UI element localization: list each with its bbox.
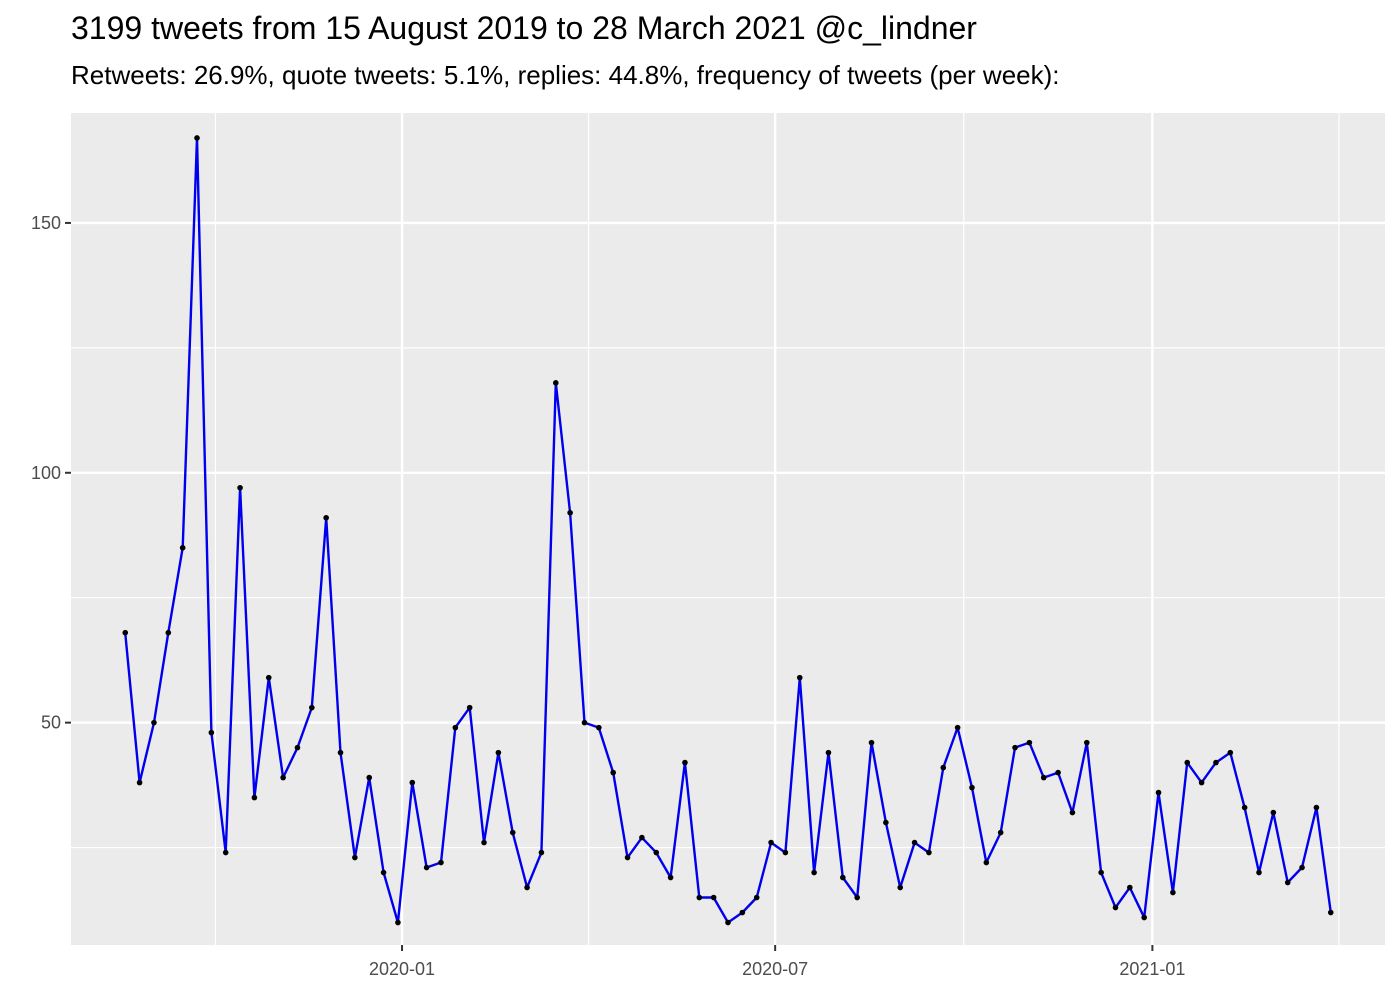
data-point	[136, 779, 143, 786]
data-point	[1112, 904, 1119, 911]
data-point	[323, 514, 329, 521]
data-point	[481, 839, 487, 846]
data-point	[1198, 779, 1205, 786]
data-point	[194, 135, 200, 141]
y-tick-label: 50	[41, 713, 61, 733]
data-point	[682, 759, 688, 766]
data-point	[667, 874, 674, 881]
data-point	[854, 894, 860, 901]
y-tick-label: 150	[31, 213, 61, 233]
data-point	[1270, 809, 1277, 816]
data-point	[280, 774, 286, 781]
data-point	[1256, 869, 1262, 876]
data-point	[294, 744, 301, 751]
data-point	[969, 784, 975, 791]
data-point	[366, 774, 373, 781]
data-point	[696, 894, 703, 901]
data-point	[825, 749, 832, 756]
data-point	[1170, 889, 1176, 896]
data-point	[466, 704, 473, 711]
data-point	[509, 829, 516, 836]
data-point	[524, 884, 530, 891]
data-point	[1026, 739, 1033, 746]
data-point	[1098, 869, 1104, 876]
data-point	[151, 719, 157, 726]
data-point	[165, 629, 172, 636]
data-point	[1241, 804, 1248, 811]
y-tick-label: 100	[31, 463, 61, 483]
data-point	[395, 919, 401, 926]
data-point	[1327, 909, 1334, 916]
data-point	[1083, 739, 1090, 746]
data-point	[1040, 774, 1047, 781]
data-point	[883, 819, 889, 826]
x-tick-label: 2021-01	[1119, 959, 1185, 979]
data-point	[710, 894, 717, 901]
data-point	[1069, 809, 1076, 816]
data-point	[610, 769, 616, 776]
data-point	[251, 794, 258, 801]
data-point	[495, 749, 502, 756]
data-point	[840, 874, 846, 881]
data-point	[438, 859, 444, 866]
data-point	[1155, 789, 1162, 796]
data-point	[811, 869, 817, 876]
plot-panel	[71, 113, 1385, 945]
data-point	[768, 839, 774, 846]
data-point	[237, 484, 243, 491]
data-point	[639, 834, 645, 841]
data-point	[552, 380, 559, 386]
data-point	[352, 854, 358, 861]
data-point	[337, 749, 344, 756]
data-point	[423, 864, 430, 871]
data-point	[897, 884, 904, 891]
data-point	[868, 739, 875, 746]
data-point	[1127, 884, 1133, 891]
data-point	[567, 509, 573, 516]
data-point	[538, 849, 545, 856]
data-point	[581, 719, 588, 726]
data-point	[1012, 744, 1018, 751]
data-point	[409, 779, 416, 786]
data-point	[940, 764, 947, 771]
data-point	[380, 869, 387, 876]
data-point	[452, 724, 459, 731]
x-tick-label: 2020-07	[742, 959, 808, 979]
data-point	[1299, 864, 1305, 871]
data-point	[1227, 749, 1234, 756]
data-point	[208, 729, 215, 736]
data-point	[725, 919, 731, 926]
chart-title: 3199 tweets from 15 August 2019 to 28 Ma…	[71, 10, 977, 46]
data-point	[926, 849, 932, 856]
data-point	[596, 724, 602, 731]
data-point	[624, 854, 631, 861]
data-point	[983, 859, 990, 866]
data-point	[1055, 769, 1061, 776]
data-point	[1184, 759, 1191, 766]
data-point	[222, 849, 229, 856]
data-point	[954, 724, 961, 731]
data-point	[1141, 914, 1147, 921]
data-point	[1313, 804, 1320, 811]
data-point	[1213, 759, 1219, 766]
data-point	[796, 674, 803, 681]
data-point	[265, 674, 272, 681]
data-point	[653, 849, 660, 856]
data-point	[309, 704, 315, 711]
chart-subtitle: Retweets: 26.9%, quote tweets: 5.1%, rep…	[71, 60, 1060, 90]
data-point	[782, 849, 789, 856]
data-point	[911, 839, 918, 846]
data-point	[1284, 879, 1291, 886]
data-point	[753, 894, 760, 901]
data-point	[739, 909, 746, 916]
x-tick-label: 2020-01	[369, 959, 435, 979]
data-point	[997, 829, 1004, 836]
data-point	[122, 629, 129, 636]
data-point	[179, 544, 186, 551]
